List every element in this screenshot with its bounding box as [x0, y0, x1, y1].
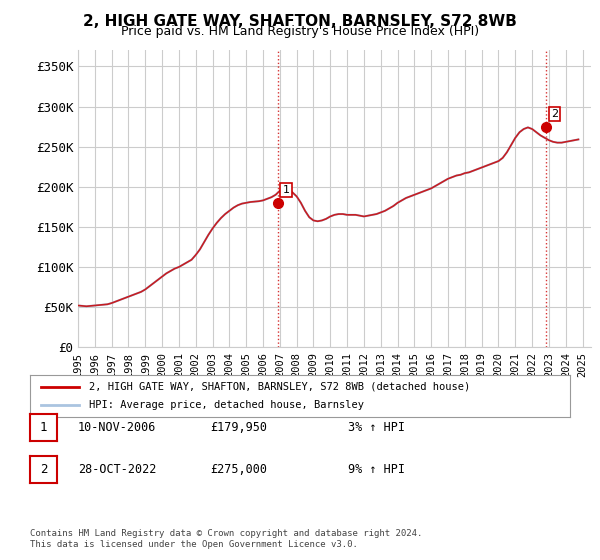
- Text: £179,950: £179,950: [210, 421, 267, 434]
- Text: 2, HIGH GATE WAY, SHAFTON, BARNSLEY, S72 8WB (detached house): 2, HIGH GATE WAY, SHAFTON, BARNSLEY, S72…: [89, 382, 470, 392]
- Text: 1: 1: [40, 421, 47, 434]
- Text: 10-NOV-2006: 10-NOV-2006: [78, 421, 157, 434]
- Text: Price paid vs. HM Land Registry's House Price Index (HPI): Price paid vs. HM Land Registry's House …: [121, 25, 479, 38]
- Text: 28-OCT-2022: 28-OCT-2022: [78, 463, 157, 476]
- Text: 2: 2: [551, 109, 558, 119]
- Text: 1: 1: [283, 185, 290, 195]
- Text: 2, HIGH GATE WAY, SHAFTON, BARNSLEY, S72 8WB: 2, HIGH GATE WAY, SHAFTON, BARNSLEY, S72…: [83, 14, 517, 29]
- Text: 9% ↑ HPI: 9% ↑ HPI: [348, 463, 405, 476]
- Text: Contains HM Land Registry data © Crown copyright and database right 2024.
This d: Contains HM Land Registry data © Crown c…: [30, 529, 422, 549]
- Text: 3% ↑ HPI: 3% ↑ HPI: [348, 421, 405, 434]
- Text: 2: 2: [40, 463, 47, 476]
- Text: £275,000: £275,000: [210, 463, 267, 476]
- Text: HPI: Average price, detached house, Barnsley: HPI: Average price, detached house, Barn…: [89, 400, 364, 410]
